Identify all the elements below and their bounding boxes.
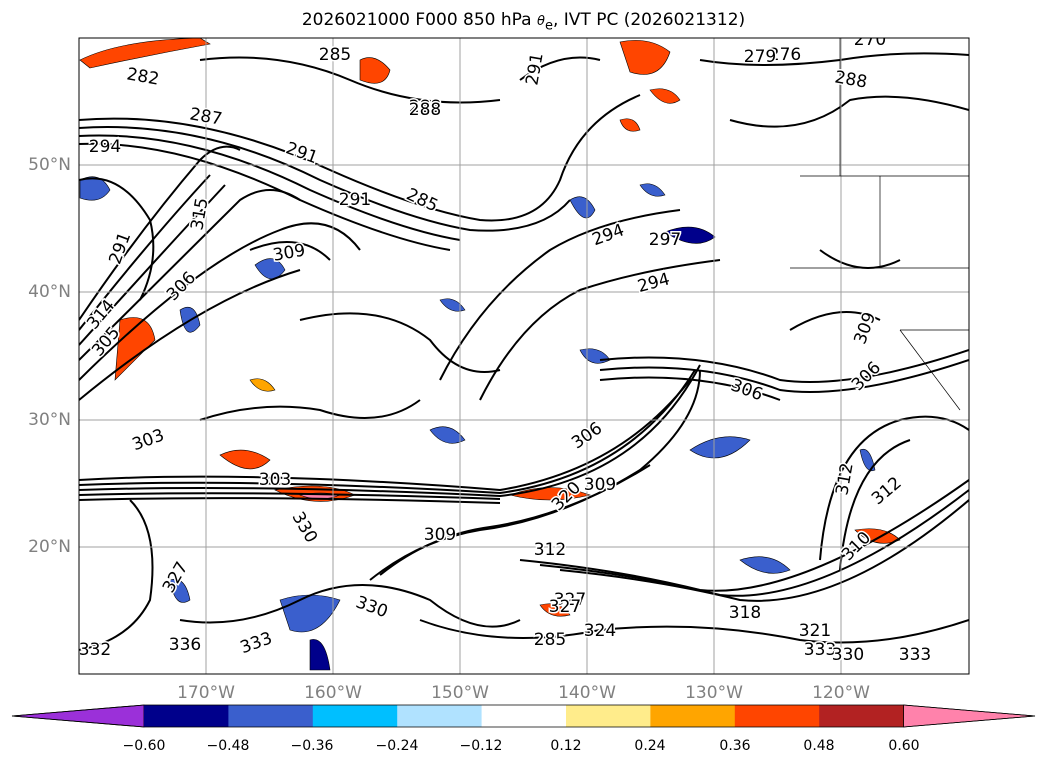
colorbar-swatch [819, 705, 905, 727]
contour-label: 291 [339, 190, 371, 210]
colorbar-swatch [312, 705, 398, 727]
contour-label: 279 [744, 47, 776, 67]
colorbar-tick: −0.12 [459, 738, 503, 754]
contour-label: 294 [89, 137, 121, 157]
colorbar-tick: 0.60 [888, 738, 920, 754]
colorbar-swatch [144, 705, 229, 727]
colorbar-tick: 0.24 [634, 738, 666, 754]
lon-label-130w: 130°W [685, 683, 743, 703]
colorbar-tick: −0.60 [122, 738, 166, 754]
contour-label: 285 [534, 630, 566, 650]
contour-label: 309 [424, 525, 456, 545]
contour-label: 332 [79, 640, 111, 660]
contour-label: 324 [584, 621, 616, 641]
contour-label: 312 [534, 540, 566, 560]
lon-label-140w: 140°W [558, 683, 616, 703]
contour-label: 297 [649, 230, 681, 250]
colorbar [11, 704, 1036, 728]
state-borders [790, 38, 969, 411]
contour-label: 288 [409, 100, 441, 120]
lon-label-120w: 120°W [812, 683, 870, 703]
contour-label: 336 [169, 635, 201, 655]
contour-label: 276 [769, 45, 801, 65]
colorbar-extend-max [903, 704, 1036, 728]
lat-label-50n: 50°N [28, 155, 71, 175]
contour-label: 303 [259, 470, 291, 490]
lon-label-150w: 150°W [431, 683, 489, 703]
map-frame [78, 37, 970, 675]
colorbar-swatch [566, 705, 651, 727]
lon-label-160w: 160°W [304, 683, 362, 703]
colorbar-outline [11, 704, 1036, 728]
colorbar-extend-min [11, 704, 145, 728]
colorbar-tick: 0.12 [550, 738, 582, 754]
colorbar-swatch [734, 705, 820, 727]
contour-label: 318 [729, 603, 761, 623]
contour-label: 309 [584, 475, 616, 495]
contour-label: 333 [899, 645, 931, 665]
colorbar-swatch [650, 705, 736, 727]
lon-label-170w: 170°W [177, 683, 235, 703]
colorbar-tick: −0.36 [290, 738, 334, 754]
lat-label-20n: 20°N [28, 537, 71, 557]
colorbar-tick: 0.36 [719, 738, 751, 754]
contour-label: 327 [554, 590, 586, 610]
lat-label-30n: 30°N [28, 410, 71, 430]
gridlines [79, 38, 969, 674]
colorbar-swatch [228, 705, 314, 727]
contour-label: 270 [854, 30, 886, 50]
colorbar-tick: 0.48 [803, 738, 835, 754]
colorbar-tick: −0.48 [206, 738, 250, 754]
contour-label: 321 [799, 621, 831, 641]
contour-label: 285 [319, 45, 351, 65]
colorbar-swatch [481, 705, 567, 727]
colorbar-tick: −0.24 [375, 738, 419, 754]
lat-label-40n: 40°N [28, 282, 71, 302]
contour-label: 330 [832, 645, 864, 665]
map-title: 2026021000 F000 850 hPa θe, IVT PC (2026… [301, 10, 746, 34]
contour-label: 327 [549, 597, 581, 617]
contour-label: 288 [409, 97, 441, 117]
colorbar-swatch [397, 705, 483, 727]
contour-label: 333 [804, 640, 836, 660]
contour-lines [79, 52, 969, 651]
